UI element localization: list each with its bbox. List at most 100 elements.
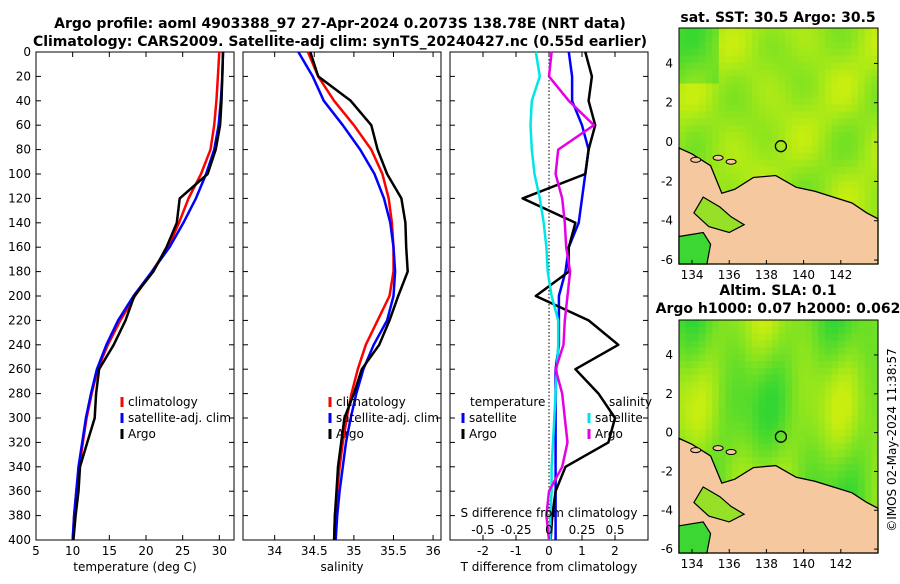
sst_map-ytick-label: -6	[661, 253, 673, 267]
sla_map-grid-cell	[864, 415, 872, 424]
sla_map-grid-cell	[791, 326, 799, 335]
temperature-ytick-label: 340	[8, 460, 31, 474]
sst_map-grid-cell	[864, 97, 872, 105]
sla_map-grid-cell	[858, 491, 866, 499]
sla_map-grid-cell	[844, 388, 852, 396]
sla_map-grid-cell	[798, 333, 806, 342]
sla_map-grid-cell	[864, 498, 872, 506]
sla_map-grid-cell	[712, 320, 720, 328]
sst_map-grid-cell	[712, 76, 720, 85]
sst_map-grid-cell	[692, 97, 700, 105]
sst_map-grid-cell	[745, 28, 753, 36]
sst_map-grid-cell	[738, 69, 746, 78]
sst_map-grid-cell	[818, 111, 826, 119]
sst_map-grid-cell	[798, 76, 806, 85]
sla_map-grid-cell	[738, 443, 746, 451]
sla_map-grid-cell	[864, 457, 872, 465]
sla_map-grid-cell	[732, 415, 740, 424]
sst_map-grid-cell	[718, 28, 726, 36]
sst_map-grid-cell	[858, 34, 866, 43]
sst_map-grid-cell	[831, 28, 839, 36]
sst_map-grid-cell	[831, 48, 839, 57]
difference-xtick-label: -2	[477, 544, 489, 558]
sla_map-grid-cell	[844, 457, 852, 465]
sla_map-grid-cell	[738, 450, 746, 458]
sla_map-grid-cell	[771, 436, 780, 444]
sla_map-grid-cell	[725, 381, 733, 390]
sst_map-grid-cell	[778, 28, 786, 36]
sla_map-grid-cell	[785, 429, 793, 438]
sst_map-grid-cell	[858, 159, 866, 168]
sst_map-grid-cell	[838, 111, 846, 119]
sla_map-grid-cell	[844, 320, 852, 328]
sla_map-grid-cell	[805, 429, 813, 438]
sst_map-grid-cell	[679, 97, 687, 105]
sst_map-grid-cell	[725, 146, 733, 154]
sst_map-grid-cell	[791, 146, 799, 154]
sla_map-grid-cell	[745, 402, 753, 410]
sla_map-grid-cell	[831, 333, 839, 342]
salinity-xtick-label: 34	[267, 544, 282, 558]
sst_map-grid-cell	[798, 34, 806, 43]
sla_map-grid-cell	[705, 402, 713, 410]
sla_map-grid-cell	[718, 470, 726, 479]
sla_map-grid-cell	[791, 422, 799, 431]
sla_map-grid-cell	[718, 388, 726, 396]
sst_map-grid-cell	[718, 132, 726, 140]
sla_map-grid-cell	[785, 361, 793, 369]
sst_map-grid-cell	[864, 152, 872, 161]
sst_map-grid-cell	[851, 111, 859, 119]
sst_map-grid-cell	[752, 76, 760, 85]
sst_map-grid-cell	[858, 90, 866, 98]
sla_map-grid-cell	[752, 374, 760, 383]
sla_map-grid-cell	[692, 436, 700, 444]
sst_map-grid-cell	[844, 146, 852, 154]
sst_map-grid-cell	[745, 48, 753, 57]
sst_map-grid-cell	[712, 104, 720, 112]
sla_map-grid-cell	[805, 388, 813, 396]
sst_map-grid-cell	[698, 62, 707, 71]
sst_map-grid-cell	[805, 125, 813, 133]
sst_map-grid-cell	[858, 201, 866, 209]
sla_map-grid-cell	[818, 361, 826, 369]
sla_map-grid-cell	[745, 463, 753, 472]
sla_map-grid-cell	[752, 402, 760, 410]
sst_map-ytick-label: -4	[661, 214, 673, 228]
sst_map-grid-cell	[718, 41, 726, 50]
sst_map-grid-cell	[758, 34, 766, 43]
sla_map-grid-cell	[864, 374, 872, 383]
sla_map-grid-cell	[771, 429, 780, 438]
sst_map-grid-cell	[778, 125, 786, 133]
sst_map-grid-cell	[745, 90, 753, 98]
sla_map-grid-cell	[851, 402, 859, 410]
sst_map-grid-cell	[844, 34, 852, 43]
sla_map-grid-cell	[851, 333, 859, 342]
sla_map-grid-cell	[771, 354, 780, 362]
sla_map-grid-cell	[778, 409, 786, 417]
sla_map-grid-cell	[738, 381, 746, 390]
sst_map-grid-cell	[712, 97, 720, 105]
sla_map-grid-cell	[752, 409, 760, 417]
sst_map-grid-cell	[765, 48, 773, 57]
sst_map-grid-cell	[758, 118, 766, 126]
sla_map-grid-cell	[818, 422, 826, 431]
sst_map-grid-cell	[705, 159, 713, 168]
sla_map-grid-cell	[838, 477, 846, 486]
sst_map-grid-cell	[824, 146, 833, 154]
sla_map-grid-cell	[712, 374, 720, 383]
sla_map-grid-cell	[732, 402, 740, 410]
sla_map-grid-cell	[858, 340, 866, 349]
sla_map-grid-cell	[818, 415, 826, 424]
sst_map-grid-cell	[791, 83, 799, 91]
sst_map-grid-cell	[805, 139, 813, 147]
sst_map-grid-cell	[785, 159, 793, 168]
temperature-ytick-label: 140	[8, 216, 31, 230]
sla_map-grid-cell	[844, 463, 852, 472]
sla_map-grid-cell	[818, 450, 826, 458]
sst_map-grid-cell	[771, 146, 780, 154]
sla_map-grid-cell	[718, 409, 726, 417]
sla_map-grid-cell	[791, 333, 799, 342]
sla_map-grid-cell	[805, 415, 813, 424]
sst_map-grid-cell	[811, 152, 819, 161]
sla_map-grid-cell	[778, 422, 786, 431]
